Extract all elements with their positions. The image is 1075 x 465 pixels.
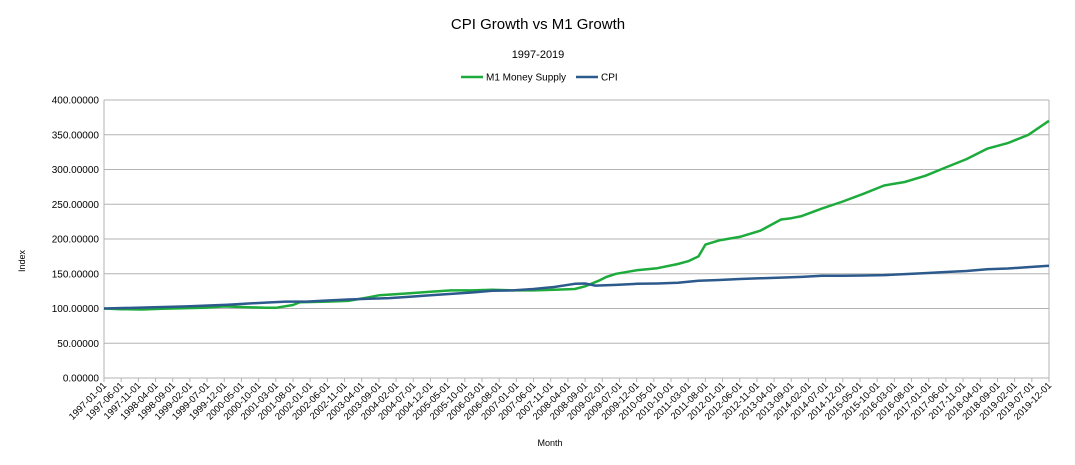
y-tick-label: 300.00000 xyxy=(52,165,100,176)
y-tick-label: 50.00000 xyxy=(57,339,99,350)
y-tick-label: 150.00000 xyxy=(52,269,100,280)
y-tick-label: 350.00000 xyxy=(52,130,100,141)
grid-lines xyxy=(103,99,1050,379)
y-axis-ticks: 0.00000 50.00000 100.00000 150.00000 200.000… xyxy=(52,96,100,385)
y-tick-label: 250.00000 xyxy=(52,200,100,211)
x-axis-ticks: 1997-01-011997-06-011997-11-011998-04-01… xyxy=(67,378,1054,422)
series-line-cpi xyxy=(103,264,1050,310)
chart-subtitle: 1997-2019 xyxy=(512,49,565,61)
series-lines xyxy=(103,119,1050,311)
y-tick-label: 200.00000 xyxy=(52,235,100,246)
series-line-m1-money-supply xyxy=(103,119,1050,311)
y-tick-label: 400.00000 xyxy=(52,96,100,107)
x-axis-label: Month xyxy=(537,438,562,448)
y-tick-label: 0.00000 xyxy=(63,374,100,385)
legend-label: CPI xyxy=(601,73,618,84)
legend: M1 Money Supply CPI xyxy=(461,73,618,84)
chart-title: CPI Growth vs M1 Growth xyxy=(451,16,625,33)
legend-label: M1 Money Supply xyxy=(486,73,566,84)
y-tick-label: 100.00000 xyxy=(52,304,100,315)
y-axis-label: Index xyxy=(17,249,27,272)
